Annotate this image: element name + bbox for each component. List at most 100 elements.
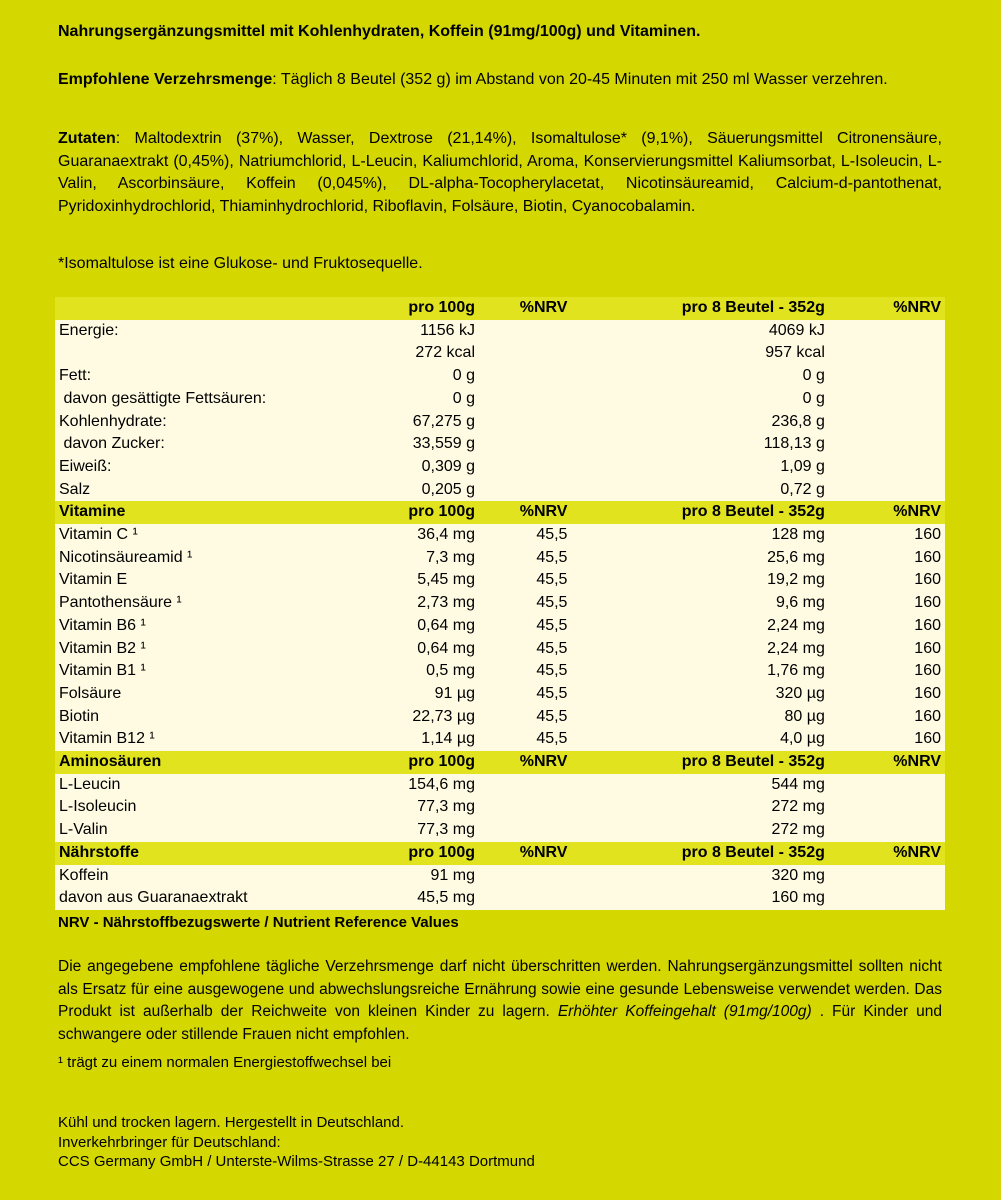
table-cell: 544 mg (571, 773, 829, 797)
table-cell: Vitamin B2 ¹ (55, 637, 392, 661)
table-row: Vitamin E 5,45 mg 45,5 19,2 mg 160 (55, 569, 945, 593)
table-cell: Vitamin E (55, 569, 392, 593)
table-cell (828, 387, 945, 411)
table-cell: Vitamin B1 ¹ (55, 660, 392, 683)
table-cell: pro 8 Beutel - 352g (571, 297, 829, 320)
table-cell: 77,3 mg (391, 796, 479, 820)
table-cell: 160 (828, 705, 945, 729)
table-cell (479, 796, 572, 820)
table-row: L-Leucin 154,6 mg 544 mg (55, 773, 945, 797)
table-cell: 272 mg (571, 796, 829, 820)
table-cell: 160 (828, 524, 945, 547)
table-cell: pro 100g (391, 841, 479, 865)
table-cell: Nicotinsäureamid ¹ (55, 546, 392, 570)
table-cell: 80 µg (571, 705, 829, 729)
table-cell: pro 8 Beutel - 352g (571, 751, 829, 774)
table-row: davon Zucker: 33,559 g 118,13 g (55, 433, 945, 456)
isomaltulose-note: *Isomaltulose ist eine Glukose- und Fruk… (58, 255, 423, 272)
table-cell: Biotin (55, 705, 392, 729)
table-cell: 320 µg (571, 682, 829, 706)
table-cell: Eiweiß: (55, 455, 392, 479)
table-row: Pantothensäure ¹ 2,73 mg 45,5 9,6 mg 160 (55, 592, 945, 615)
table-cell: 33,559 g (391, 433, 479, 456)
table-cell (479, 478, 572, 502)
table-cell: Salz (55, 478, 392, 502)
table-cell: 91 mg (391, 864, 479, 888)
product-title: Nahrungsergänzungsmittel mit Kohlenhydra… (58, 23, 701, 40)
table-cell: 118,13 g (571, 433, 829, 456)
table-cell (479, 433, 572, 456)
table-cell (55, 342, 392, 366)
table-cell: 77,3 mg (391, 819, 479, 842)
section-header-row: pro 100g %NRV pro 8 Beutel - 352g %NRV (55, 297, 945, 320)
table-cell: Koffein (55, 864, 392, 888)
table-cell (828, 455, 945, 479)
table-row: Nicotinsäureamid ¹ 7,3 mg 45,5 25,6 mg 160 (55, 546, 945, 570)
table-cell: 5,45 mg (391, 569, 479, 593)
table-cell (828, 365, 945, 388)
table-cell: 0,64 mg (391, 614, 479, 638)
ingredients-body: : Maltodextrin (37%), Wasser, Dextrose (… (58, 130, 942, 215)
table-cell: 67,275 g (391, 410, 479, 434)
table-cell (479, 319, 572, 343)
table-cell: 0 g (391, 365, 479, 388)
table-cell (828, 819, 945, 842)
table-cell: 1,09 g (571, 455, 829, 479)
table-cell: 160 mg (571, 887, 829, 910)
table-cell: davon aus Guaranaextrakt (55, 887, 392, 910)
table-cell: 236,8 g (571, 410, 829, 434)
table-cell: 4,0 µg (571, 728, 829, 752)
table-cell: 25,6 mg (571, 546, 829, 570)
warning-text: Die angegebene empfohlene tägliche Verze… (58, 956, 942, 1046)
table-cell: %NRV (479, 297, 572, 320)
table-cell: %NRV (828, 751, 945, 774)
table-cell: Vitamin B12 ¹ (55, 728, 392, 752)
table-cell: 45,5 (479, 614, 572, 638)
table-cell: 2,24 mg (571, 614, 829, 638)
table-row: 272 kcal 957 kcal (55, 342, 945, 366)
table-cell (828, 319, 945, 343)
table-cell: 128 mg (571, 524, 829, 547)
table-cell: Kohlenhydrate: (55, 410, 392, 434)
table-cell (479, 773, 572, 797)
footer-storage: Kühl und trocken lagern. Hergestellt in … (58, 1114, 405, 1131)
table-row: davon aus Guaranaextrakt 45,5 mg 160 mg (55, 887, 945, 910)
table-cell: Fett: (55, 365, 392, 388)
table-cell: Energie: (55, 319, 392, 343)
table-cell: Pantothensäure ¹ (55, 592, 392, 615)
table-cell: L-Valin (55, 819, 392, 842)
table-cell: pro 100g (391, 501, 479, 525)
energy-footnote: ¹ trägt zu einem normalen Energiestoffwe… (58, 1054, 392, 1071)
table-cell: pro 8 Beutel - 352g (571, 501, 829, 525)
section-header-row: Nährstoffe pro 100g %NRV pro 8 Beutel - 352… (55, 841, 945, 865)
table-cell: 272 kcal (391, 342, 479, 366)
table-cell: 0 g (571, 387, 829, 411)
dosage-body: : Täglich 8 Beutel (352 g) im Abstand vo… (272, 71, 888, 88)
table-cell: 320 mg (571, 864, 829, 888)
table-cell: 160 (828, 637, 945, 661)
table-cell: %NRV (828, 841, 945, 865)
table-cell: Vitamin B6 ¹ (55, 614, 392, 638)
dosage-text: Empfohlene Verzehrsmenge: Täglich 8 Beut… (58, 69, 942, 92)
table-cell: 160 (828, 728, 945, 752)
table-cell (828, 887, 945, 910)
footer: Kühl und trocken lagern. Hergestellt in … (58, 1113, 942, 1172)
table-cell: 957 kcal (571, 342, 829, 366)
table-cell: 9,6 mg (571, 592, 829, 615)
dosage-label: Empfohlene Verzehrsmenge (58, 71, 273, 88)
table-cell (479, 819, 572, 842)
table-row: Folsäure 91 µg 45,5 320 µg 160 (55, 682, 945, 706)
table-cell (828, 410, 945, 434)
ingredients-label: Zutaten (58, 130, 116, 147)
section-header-row: Vitamine pro 100g %NRV pro 8 Beutel - 352g%… (55, 501, 945, 525)
table-cell: %NRV (479, 501, 572, 525)
table-cell: %NRV (479, 751, 572, 774)
ingredients-text: Zutaten: Maltodextrin (37%), Wasser, Dex… (58, 128, 942, 218)
table-cell: Vitamin C ¹ (55, 524, 392, 547)
table-row: L-Valin 77,3 mg 272 mg (55, 819, 945, 842)
table-cell: 22,73 µg (391, 705, 479, 729)
table-cell (479, 365, 572, 388)
table-row: Koffein 91 mg 320 mg (55, 864, 945, 888)
